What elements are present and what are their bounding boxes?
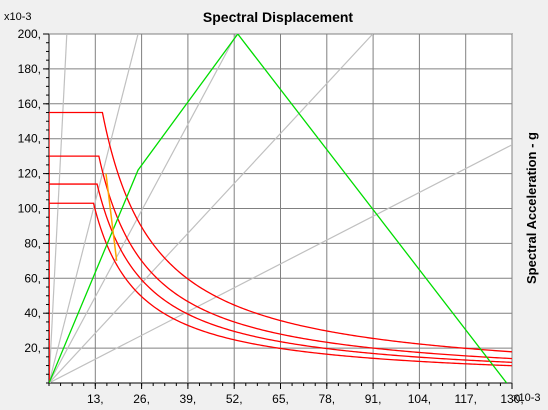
demand-curve (49, 155, 512, 383)
period-line (49, 34, 374, 383)
x-tick-label: 26, (133, 392, 150, 406)
x-tick-label: 117, (454, 392, 476, 406)
ticks: 13, 26, 39, 52, 65, 78, 91, 104, 117, 130, 20, 40, 6… (18, 27, 524, 406)
x-tick-label: 78, (318, 392, 335, 406)
period-line (49, 144, 512, 383)
x-tick-label: 91, (365, 392, 382, 406)
period-line (49, 34, 139, 383)
y-tick-label: 160, (18, 97, 41, 111)
period-line (49, 34, 237, 383)
series (49, 34, 512, 383)
performance-segment (105, 173, 118, 261)
x-multiplier-label: x10-3 (513, 392, 541, 404)
y-multiplier-label: x10-3 (4, 11, 32, 23)
period-line (49, 34, 68, 383)
y-tick-label: 200, (18, 27, 41, 41)
x-tick-label: 65, (272, 392, 289, 406)
y-axis-title: Spectral Acceleration - g (524, 132, 539, 284)
y-tick-label: 60, (24, 271, 41, 285)
period-lines (49, 34, 512, 383)
x-tick-label: 130, (500, 392, 523, 406)
demand-curve (49, 202, 512, 383)
x-tick-label: 13, (87, 392, 104, 406)
y-tick-label: 120, (18, 167, 41, 181)
x-tick-label: 52, (226, 392, 243, 406)
x-tick-label: 104, (408, 392, 431, 406)
capacity-curve (49, 34, 508, 383)
y-tick-label: 140, (18, 132, 41, 146)
x-tick-label: 39, (180, 392, 197, 406)
y-tick-label: 180, (18, 62, 41, 76)
y-tick-label: 100, (18, 202, 41, 216)
y-tick-label: 80, (24, 236, 41, 250)
y-tick-label: 20, (24, 341, 41, 355)
demand-curve (49, 111, 512, 383)
chart-title: Spectral Displacement (203, 9, 354, 25)
y-tick-label: 40, (24, 306, 41, 320)
demand-curve (49, 183, 512, 383)
